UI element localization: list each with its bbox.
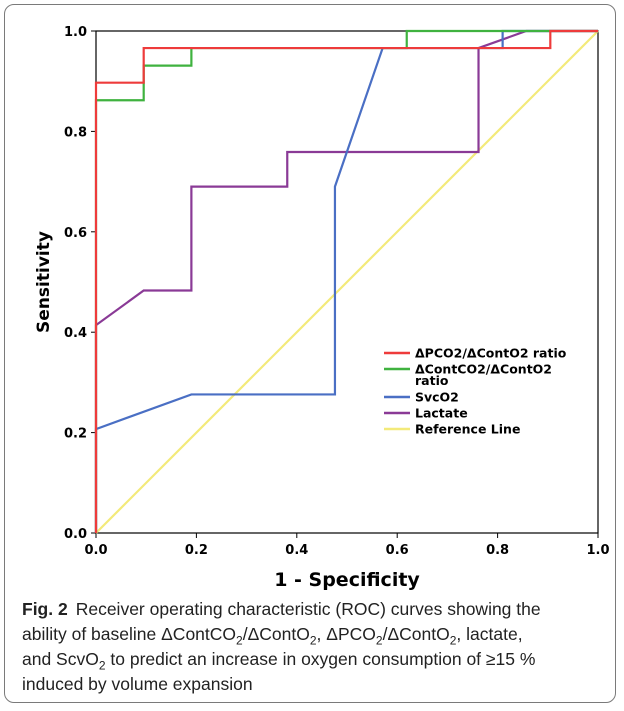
legend-label: ΔContCO2/ΔContO2	[415, 362, 552, 377]
figure-caption: Fig. 2 Receiver operating characteristic …	[22, 597, 608, 697]
caption-line-4: induced by volume expansion	[22, 674, 253, 694]
x-axis-title: 1 - Specificity	[274, 569, 420, 590]
x-axis: 0.0 0.2 0.4 0.6 0.8 1.0	[84, 533, 610, 558]
figure-label: Fig. 2	[22, 599, 68, 619]
caption-text: /ΔContO	[242, 624, 310, 644]
caption-subscript: 2	[375, 633, 383, 648]
legend-label: SvcO2	[415, 390, 459, 405]
legend-label: ΔPCO2/ΔContO2 ratio	[415, 346, 567, 361]
x-tick-label: 0.6	[386, 543, 409, 558]
series-line-lactate	[94, 29, 598, 533]
caption-text: , ΔPCO	[316, 624, 376, 644]
legend-label: Reference Line	[415, 422, 520, 437]
caption-line-3: and ScvO2 to predict an increase in oxyg…	[22, 647, 608, 672]
y-tick-label: 0.6	[64, 226, 87, 241]
caption-text: , lactate,	[456, 624, 523, 644]
caption-text: ability of baseline ΔContCO	[22, 624, 237, 644]
x-tick-label: 1.0	[586, 543, 609, 558]
roc-chart: 0.0 0.2 0.4 0.6 0.8 1.0 0.0 0.2 0.4 0.6 0.8 1.0 ΔP…	[34, 25, 610, 590]
caption-subscript: 2	[309, 633, 317, 648]
caption-line-2: ability of baseline ΔContCO2/ΔContO2, ΔP…	[22, 622, 608, 647]
series-layer	[94, 29, 599, 534]
x-tick-label: 0.2	[185, 543, 208, 558]
y-tick-label: 1.0	[64, 25, 87, 40]
y-axis-title: Sensitivity	[34, 231, 54, 333]
series-line-pco2-conto2-ratio	[94, 29, 598, 533]
y-tick-label: 0.0	[64, 527, 87, 542]
y-tick-label: 0.8	[64, 125, 87, 140]
caption-subscript: 2	[98, 658, 106, 673]
caption-subscript: 2	[449, 633, 457, 648]
legend-label-continued: ratio	[415, 373, 449, 388]
caption-text: to predict an increase in oxygen consump…	[105, 649, 536, 669]
caption-text: and ScvO	[22, 649, 99, 669]
series-line-reference-line	[95, 30, 599, 534]
series-line-svco2	[94, 29, 598, 533]
caption-subscript: 2	[236, 633, 243, 648]
x-tick-label: 0.4	[285, 543, 308, 558]
caption-line-1: Fig. 2 Receiver operating characteristic …	[22, 597, 608, 622]
legend-label: Lactate	[415, 406, 468, 421]
x-tick-label: 0.8	[486, 543, 509, 558]
legend: ΔPCO2/ΔContO2 ratioΔContCO2/ΔContO2ratio…	[384, 346, 567, 437]
caption-text-1: Receiver operating characteristic (ROC) …	[75, 599, 541, 619]
y-tick-label: 0.2	[64, 427, 87, 442]
caption-text: /ΔContO	[382, 624, 450, 644]
y-tick-label: 0.4	[64, 326, 87, 341]
x-tick-label: 0.0	[84, 543, 107, 558]
y-axis: 0.0 0.2 0.4 0.6 0.8 1.0	[64, 25, 96, 542]
series-line-contco2-conto2-ratio	[94, 29, 598, 533]
